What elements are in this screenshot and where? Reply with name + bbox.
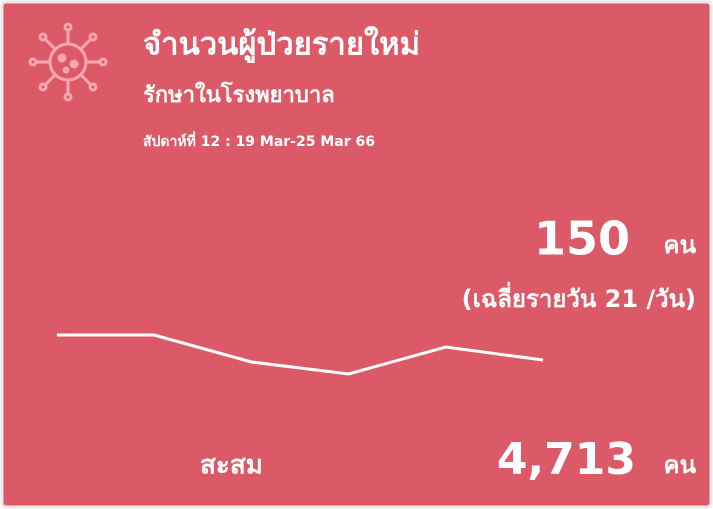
virus-icon [28,22,108,102]
cumulative-value: 4,713 [497,434,636,485]
subtitle: รักษาในโรงพยาบาล [143,81,335,108]
cumulative-unit: คน [664,451,697,479]
weekly-average: (เฉลี่ยรายวัน 21 /วัน) [462,281,696,313]
cumulative-label: สะสม [200,451,263,481]
weekly-unit: คน [664,231,697,259]
weekly-value: 150 [534,212,630,266]
period: สัปดาห์ที่ 12 : 19 Mar-25 Mar 66 [143,131,375,150]
sparkline [57,333,544,376]
title: จำนวนผู้ป่วยรายใหม่ [143,26,420,64]
